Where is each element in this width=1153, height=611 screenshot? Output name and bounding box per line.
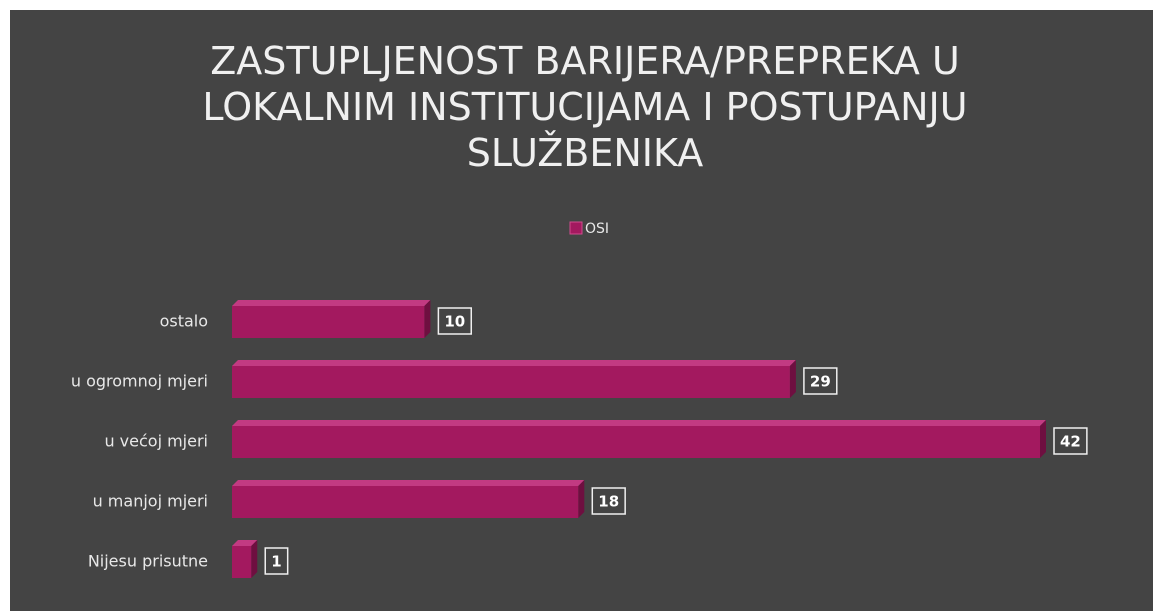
bar-top <box>232 420 1046 426</box>
bar-top <box>232 360 796 366</box>
value-label: 1 <box>271 553 281 571</box>
bar-top <box>232 540 258 546</box>
value-label-box <box>437 307 473 335</box>
bar-side <box>424 300 431 338</box>
legend-label: OSI <box>585 221 609 237</box>
legend-swatch <box>569 221 583 235</box>
bar-side <box>789 360 796 398</box>
value-label-box <box>264 547 289 575</box>
category-label: u manjoj mjeri <box>93 492 208 511</box>
bar-side <box>578 480 585 518</box>
category-label: u ogromnoj mjeri <box>71 372 208 391</box>
chart-title: ZASTUPLJENOST BARIJERA/PREPREKA U LOKALN… <box>202 39 968 175</box>
value-label-box <box>591 487 626 515</box>
value-label: 18 <box>598 493 619 511</box>
bar <box>232 306 425 338</box>
value-label-box <box>1053 427 1088 455</box>
value-label: 29 <box>810 373 831 391</box>
bar-side <box>251 540 258 578</box>
bar-top <box>232 480 585 486</box>
category-label: u većoj mjeri <box>104 432 208 451</box>
bar <box>232 546 252 578</box>
bar-top <box>232 300 431 306</box>
legend: OSI <box>569 221 609 237</box>
value-label-box <box>803 367 838 395</box>
category-label: ostalo <box>160 312 208 331</box>
category-label: Nijesu prisutne <box>88 552 208 571</box>
bar <box>232 426 1040 458</box>
bar-side <box>1040 420 1046 458</box>
value-label: 42 <box>1060 433 1081 451</box>
value-label: 10 <box>444 313 465 331</box>
bar <box>232 366 790 398</box>
bar <box>232 486 579 518</box>
